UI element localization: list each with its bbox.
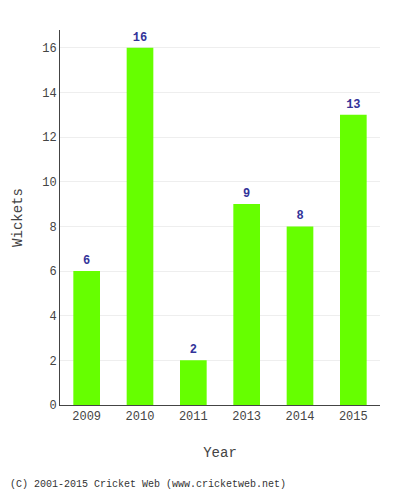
svg-text:2010: 2010: [126, 410, 155, 424]
svg-text:8: 8: [296, 209, 303, 223]
svg-text:12: 12: [42, 131, 56, 145]
svg-text:16: 16: [133, 31, 147, 45]
svg-text:2013: 2013: [232, 410, 261, 424]
svg-text:2: 2: [49, 355, 56, 369]
svg-text:9: 9: [243, 187, 250, 201]
svg-text:6: 6: [49, 265, 56, 279]
svg-text:Wickets: Wickets: [10, 188, 26, 247]
svg-text:13: 13: [346, 98, 360, 112]
svg-text:16: 16: [42, 42, 56, 56]
svg-text:10: 10: [42, 176, 56, 190]
svg-text:8: 8: [49, 221, 56, 235]
svg-text:14: 14: [42, 87, 56, 101]
svg-text:0: 0: [49, 399, 56, 413]
svg-text:2015: 2015: [339, 410, 368, 424]
svg-text:2011: 2011: [179, 410, 208, 424]
svg-text:2009: 2009: [72, 410, 101, 424]
svg-text:4: 4: [49, 310, 56, 324]
svg-text:6: 6: [83, 254, 90, 268]
svg-text:2014: 2014: [286, 410, 315, 424]
svg-text:(C) 2001-2015 Cricket Web (www: (C) 2001-2015 Cricket Web (www.cricketwe…: [10, 479, 286, 490]
svg-text:2: 2: [190, 343, 197, 357]
svg-text:Year: Year: [203, 445, 237, 461]
